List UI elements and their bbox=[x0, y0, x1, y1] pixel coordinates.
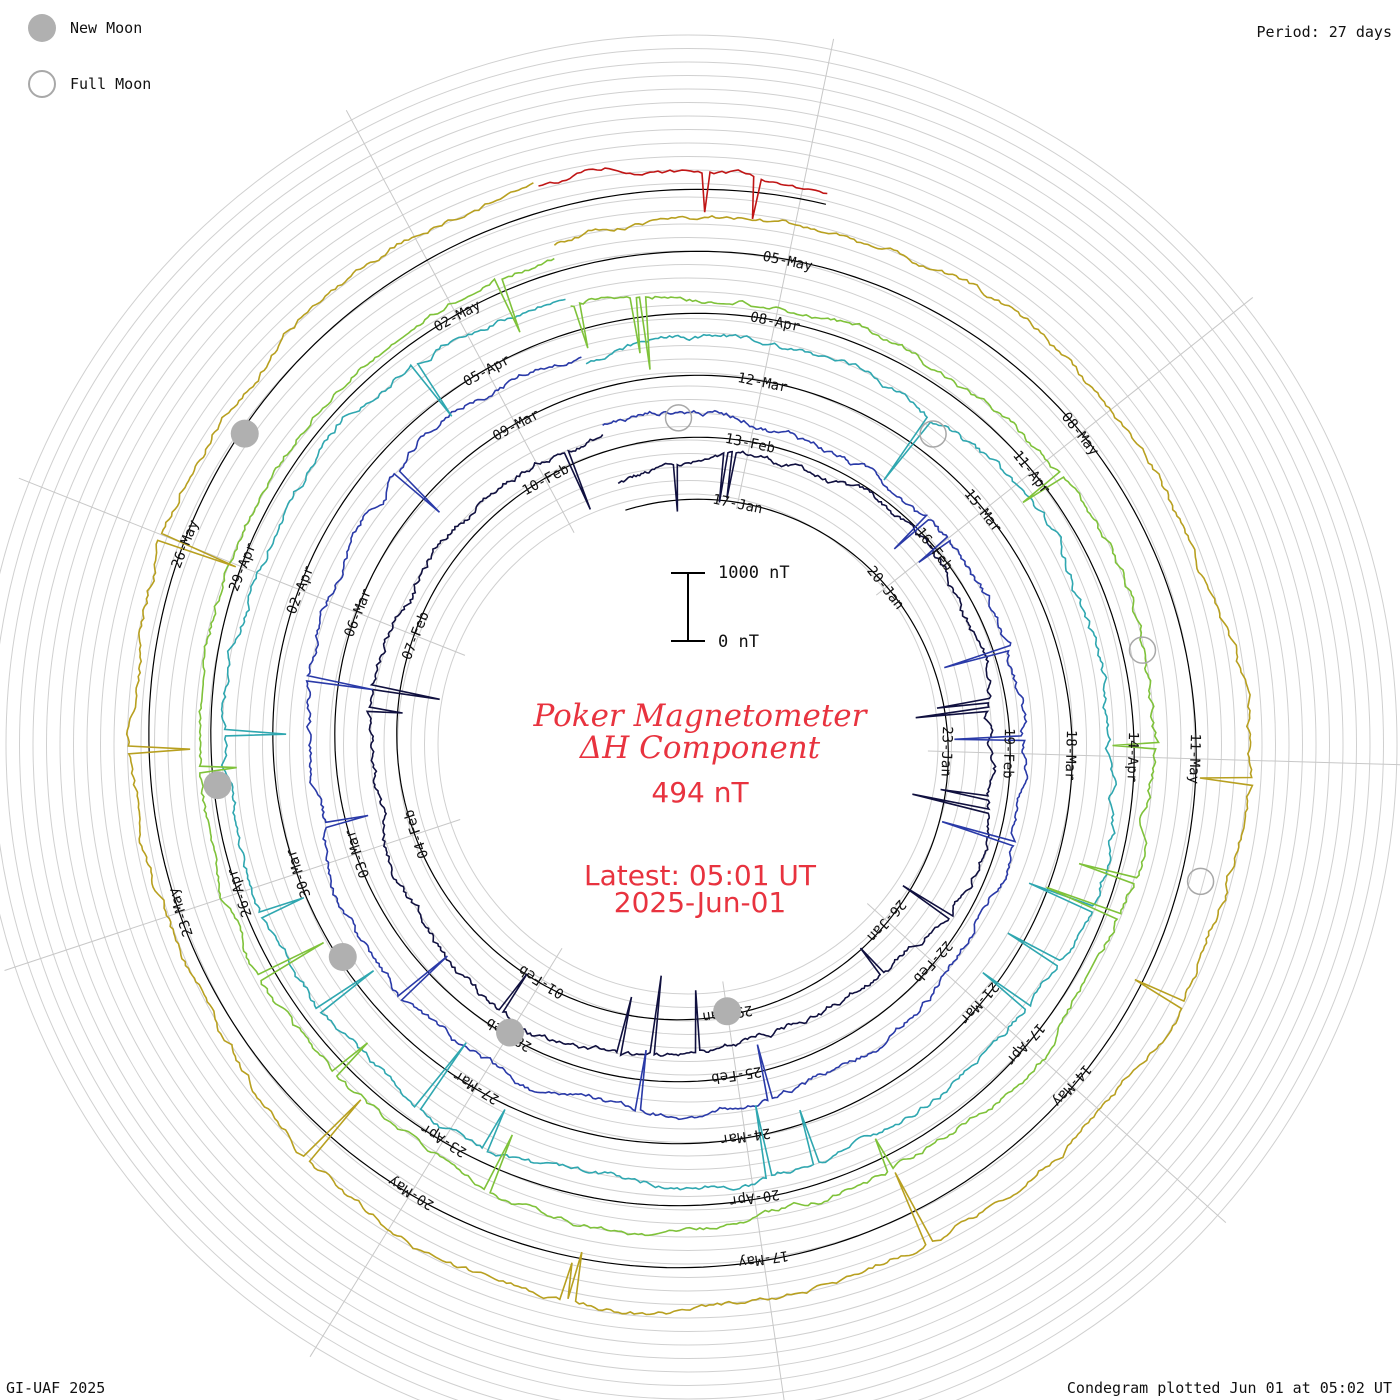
scale-bottom-label: 0 nT bbox=[718, 632, 759, 652]
full-moon-marker bbox=[1186, 867, 1215, 896]
grid-spoke bbox=[875, 297, 1254, 596]
grid-spoke bbox=[927, 750, 1400, 766]
date-tick-label: 11-May bbox=[1185, 733, 1202, 784]
legend-full-moon-label: Full Moon bbox=[70, 75, 152, 93]
new-moon-marker bbox=[713, 997, 742, 1026]
grid-circle bbox=[316, 372, 1060, 1116]
series-trace bbox=[538, 167, 828, 220]
new-moon-marker bbox=[328, 942, 357, 971]
grid-spoke bbox=[866, 903, 1227, 1224]
grid-circle bbox=[383, 439, 993, 1049]
date-tick-label: 26-May bbox=[169, 518, 203, 571]
date-tick-label: 24-Mar bbox=[719, 1124, 771, 1147]
date-tick-label: 14-May bbox=[1049, 1061, 1095, 1109]
date-tick-label: 01-Feb bbox=[516, 961, 567, 1001]
grid-circle bbox=[424, 480, 952, 1008]
baseline-spiral bbox=[148, 188, 1197, 1269]
grid-circle bbox=[73, 129, 1303, 1359]
latest-time: Latest: 05:01 UT bbox=[583, 859, 817, 892]
grid-circle bbox=[289, 345, 1087, 1143]
grid-circle bbox=[5, 61, 1371, 1400]
full-moon-icon bbox=[28, 70, 56, 98]
series-trace bbox=[125, 182, 1254, 1316]
grid-circle bbox=[275, 331, 1101, 1157]
grid-circle bbox=[221, 277, 1155, 1211]
date-tick-label: 06-Mar bbox=[341, 587, 375, 640]
date-tick-label: 04-Feb bbox=[401, 807, 432, 860]
legend-new-moon-label: New Moon bbox=[70, 19, 143, 37]
legend-new-moon: New Moon bbox=[28, 14, 142, 42]
grid-spoke bbox=[18, 477, 466, 656]
new-moon-marker bbox=[496, 1018, 525, 1047]
full-moon-marker bbox=[919, 420, 947, 448]
grid-circle bbox=[410, 466, 966, 1022]
legend-full-moon: Full Moon bbox=[28, 70, 151, 98]
grid-circle bbox=[127, 183, 1249, 1305]
new-moon-icon bbox=[28, 14, 56, 42]
grid-circle bbox=[262, 318, 1114, 1170]
date-tick-label: 19-Feb bbox=[999, 728, 1016, 779]
grid-spoke bbox=[345, 110, 575, 533]
current-value: 494 nT bbox=[651, 776, 749, 809]
series-trace bbox=[305, 356, 1029, 1121]
grid-circle bbox=[302, 358, 1074, 1130]
date-tick-label: 23-Jan bbox=[938, 726, 955, 777]
date-tick-label: 12-Mar bbox=[736, 370, 789, 396]
grid-circle bbox=[208, 264, 1168, 1224]
title-line2: ΔH Component bbox=[579, 730, 821, 766]
title-line1: Poker Magnetometer bbox=[533, 698, 867, 734]
full-moon-marker bbox=[1128, 636, 1157, 664]
date-tick-label: 10-Feb bbox=[520, 461, 572, 499]
date-tick-label: 25-Feb bbox=[710, 1063, 762, 1086]
grid-circle bbox=[329, 385, 1047, 1103]
date-tick-label: 20-Apr bbox=[728, 1186, 780, 1209]
latest-date: 2025-Jun-01 bbox=[613, 886, 787, 919]
date-tick-label: 09-Mar bbox=[490, 407, 542, 445]
date-tick-label: 14-Apr bbox=[1123, 731, 1140, 782]
grid-circle bbox=[181, 237, 1195, 1251]
grid-circle bbox=[46, 102, 1330, 1386]
date-tick-label: 05-May bbox=[761, 249, 814, 275]
series-trace bbox=[365, 434, 997, 1057]
grid-circle bbox=[100, 156, 1276, 1332]
grid-spoke bbox=[736, 38, 835, 510]
grid-circle bbox=[167, 223, 1209, 1265]
date-tick-label: 08-May bbox=[1058, 409, 1102, 459]
grid-circle bbox=[154, 210, 1222, 1278]
date-tick-label: 23-Apr bbox=[418, 1120, 469, 1160]
grid-circle bbox=[32, 88, 1344, 1400]
grid-circle bbox=[140, 196, 1236, 1292]
scale-top-label: 1000 nT bbox=[718, 563, 790, 583]
grid-circle bbox=[86, 142, 1290, 1346]
new-moon-marker bbox=[230, 419, 259, 448]
date-tick-label: 20-May bbox=[386, 1173, 437, 1213]
grid-spoke bbox=[722, 981, 785, 1400]
date-tick-label: 17-May bbox=[737, 1247, 789, 1270]
grid-circle bbox=[19, 75, 1357, 1400]
series-trace bbox=[198, 257, 1160, 1237]
grid-circle bbox=[0, 48, 1384, 1400]
grid-circle bbox=[343, 399, 1033, 1089]
date-tick-label: 18-Mar bbox=[1061, 730, 1078, 781]
date-tick-label: 17-Jan bbox=[711, 492, 764, 518]
footer-plotted: Condegram plotted Jun 01 at 05:02 UT bbox=[1066, 1379, 1392, 1397]
footer-credit: GI-UAF 2025 bbox=[6, 1379, 106, 1397]
date-tick-label: 02-Apr bbox=[284, 564, 318, 617]
grid-circle bbox=[0, 34, 1398, 1400]
date-tick-label: 27-Mar bbox=[451, 1067, 502, 1107]
grid-circle bbox=[59, 115, 1317, 1373]
full-moon-marker bbox=[664, 404, 693, 432]
series-trace bbox=[220, 298, 1118, 1191]
date-tick-label: 29-Apr bbox=[226, 541, 260, 594]
grid bbox=[0, 34, 1400, 1400]
grid-circle bbox=[437, 493, 939, 995]
period-label: Period: 27 days bbox=[1256, 23, 1392, 41]
new-moon-marker bbox=[203, 771, 232, 800]
